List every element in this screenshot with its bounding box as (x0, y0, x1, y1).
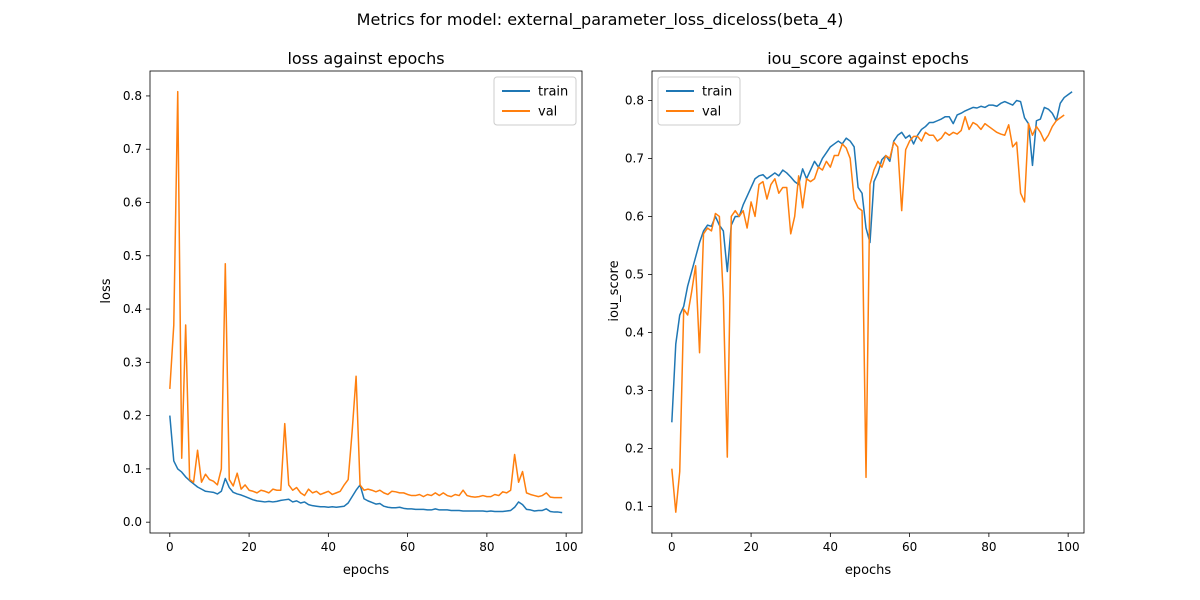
iou-score-chart: iou_score against epochs epochs iou_scor… (607, 49, 1085, 578)
loss-y-tick-label: 0.4 (123, 302, 142, 316)
loss-x-tick-label: 100 (555, 540, 578, 554)
iou-legend-label-train: train (702, 85, 732, 100)
iou-y-tick-label: 0.8 (625, 93, 644, 107)
loss-legend: train val (493, 76, 577, 126)
loss-chart-title: loss against epochs (287, 49, 444, 68)
loss-x-tick-label: 60 (400, 540, 415, 554)
iou-y-tick-label: 0.2 (625, 441, 644, 455)
loss-y-tick-label: 0.8 (123, 89, 142, 103)
loss-x-tick-label: 40 (321, 540, 336, 554)
loss-chart-ylabel: loss (99, 278, 114, 303)
figure-suptitle: Metrics for model: external_parameter_lo… (357, 10, 844, 30)
iou-y-tick-label: 0.6 (625, 209, 644, 223)
iou-y-tick-label: 0.4 (625, 325, 644, 339)
iou-legend-box (657, 76, 741, 126)
loss-y-tick-label: 0.6 (123, 195, 142, 209)
iou-y-tick-label: 0.3 (625, 383, 644, 397)
iou-y-tick-label: 0.7 (625, 151, 644, 165)
iou-x-tick-label: 40 (823, 540, 838, 554)
loss-chart: loss against epochs epochs loss 0 20 40 60 8… (99, 49, 583, 578)
loss-x-tick-label: 20 (241, 540, 256, 554)
loss-chart-xlabel: epochs (343, 563, 390, 578)
loss-legend-label-train: train (538, 85, 568, 100)
loss-series-train-line (169, 415, 563, 514)
loss-x-tick-label: 80 (479, 540, 494, 554)
loss-y-tick-label: 0.3 (123, 355, 142, 369)
loss-y-tick-label: 0.0 (123, 515, 142, 529)
loss-legend-box (493, 76, 577, 126)
iou-chart-xlabel: epochs (845, 563, 892, 578)
iou-y-tick-label: 0.1 (625, 499, 644, 513)
iou-legend-label-val: val (702, 105, 721, 120)
loss-series-val-line (169, 90, 563, 499)
iou-chart-title: iou_score against epochs (767, 49, 969, 69)
loss-y-tick-label: 0.1 (123, 462, 142, 476)
iou-legend: train val (657, 76, 741, 126)
iou-chart-ylabel: iou_score (607, 260, 622, 321)
loss-x-tick-label: 0 (166, 540, 174, 554)
loss-y-tick-label: 0.2 (123, 409, 142, 423)
iou-x-tick-label: 20 (743, 540, 758, 554)
iou-x-tick-label: 60 (902, 540, 917, 554)
iou-series-val-line (671, 114, 1065, 513)
iou-x-tick-label: 100 (1057, 540, 1080, 554)
loss-axes-frame (149, 70, 583, 534)
iou-y-tick-label: 0.5 (625, 267, 644, 281)
iou-x-tick-label: 0 (668, 540, 676, 554)
iou-axes-frame (651, 70, 1085, 534)
loss-y-tick-label: 0.7 (123, 142, 142, 156)
loss-y-tick-label: 0.5 (123, 249, 142, 263)
iou-x-tick-label: 80 (981, 540, 996, 554)
loss-legend-label-val: val (538, 105, 557, 120)
